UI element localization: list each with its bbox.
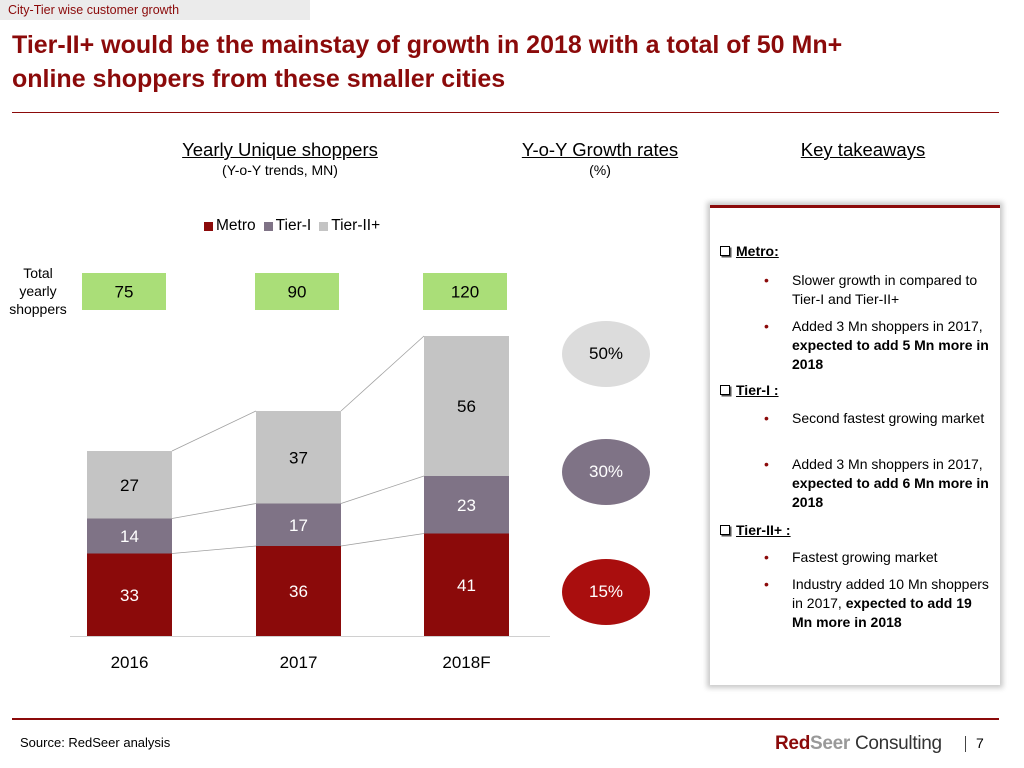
data-label-metro-2017: 36: [289, 582, 308, 601]
bar-segment-tier-ii--2018f: [424, 336, 509, 476]
takeaway-tier2-bullet-2: Industry added 10 Mn shoppers in 2017, e…: [764, 575, 992, 632]
connector-line: [171, 545, 257, 554]
takeaway-tier2-bullet-1: Fastest growing market: [764, 548, 992, 567]
legend-item-metro: Metro: [204, 217, 256, 235]
total-label-line-1: Total: [23, 265, 53, 281]
takeaway-metro-bullet-2: Added 3 Mn shoppers in 2017, expected to…: [764, 317, 992, 374]
data-label-metro-2018f: 41: [457, 576, 476, 595]
connector-line: [340, 475, 425, 504]
data-label-tier-i-2018f: 23: [457, 496, 476, 515]
key-takeaways-panel: Metro: Slower growth in compared to Tier…: [710, 205, 1000, 685]
legend-label-tier1: Tier-I: [275, 217, 312, 234]
legend-item-tier2: Tier-II+: [319, 217, 380, 235]
logo-seer: Seer: [810, 733, 851, 754]
data-label-metro-2016: 33: [120, 586, 139, 605]
logo-red: Red: [775, 733, 810, 754]
takeaway-tier1-bullet-2-text: Added 3 Mn shoppers in 2017,: [792, 456, 983, 472]
legend-swatch-tier1: [263, 221, 273, 231]
takeaway-tier1-heading: Tier-I :: [720, 382, 779, 398]
checkbox-icon: [720, 385, 730, 395]
takeaway-metro-bullet-2-text: Added 3 Mn shoppers in 2017,: [792, 318, 983, 334]
takeaway-tier2-bullet-2-bold: expected to add 19 Mn more in 2018: [792, 595, 972, 630]
growth-rate-tier2: 50%: [588, 344, 624, 363]
legend-item-tier1: Tier-I: [263, 217, 312, 235]
legend-label-metro: Metro: [216, 217, 256, 234]
total-label: Total yearly shoppers: [2, 264, 74, 318]
total-box-2016: [82, 273, 166, 310]
data-label-tier-ii--2016: 27: [120, 476, 139, 495]
takeaway-tier1-title: Tier-I :: [736, 382, 779, 398]
growth-bubble-tier2: 50%: [562, 321, 650, 387]
data-label-tier-ii--2017: 37: [289, 448, 308, 467]
title-line-2: online shoppers from these smaller citie…: [12, 65, 506, 93]
total-value-2016: 75: [115, 283, 134, 302]
bar-segment-metro-2016: [87, 553, 172, 636]
stacked-bar-chart: 33 14 27 2016 75 36 17 37 2017 90 41 23 56 2018F 120: [70, 273, 550, 672]
total-label-line-3: shoppers: [9, 301, 67, 317]
source-note: Source: RedSeer analysis: [20, 735, 171, 750]
total-label-line-2: yearly: [19, 283, 57, 299]
chart-legend: Metro Tier-I Tier-II+: [204, 217, 380, 235]
connector-line: [340, 335, 425, 412]
title-divider: [12, 112, 999, 113]
takeaway-tier1-bullet-2: Added 3 Mn shoppers in 2017, expected to…: [764, 455, 992, 512]
data-label-tier-ii--2018f: 56: [457, 397, 476, 416]
growth-bubble-tier1: 30%: [562, 439, 650, 505]
legend-label-tier2: Tier-II+: [331, 217, 381, 234]
total-value-2017: 90: [288, 283, 307, 302]
legend-swatch-tier2: [319, 221, 329, 231]
bar-segment-metro-2017: [256, 546, 341, 636]
connector-line: [340, 533, 425, 547]
takeaway-tier1-bullet-2-bold: expected to add 6 Mn more in 2018: [792, 475, 989, 510]
growth-subheading: (%): [589, 162, 611, 178]
logo-consulting: Consulting: [850, 733, 942, 754]
takeaway-tier2-bullet-2-text: Industry added 10 Mn shoppers in 2017,: [792, 576, 989, 611]
bar-segment-tier-i-2018f: [424, 476, 509, 534]
takeaway-metro-title: Metro:: [736, 243, 779, 259]
takeaway-metro-heading: Metro:: [720, 243, 779, 259]
connector-line: [171, 410, 257, 452]
takeaways-heading: Key takeaways: [800, 139, 926, 160]
takeaway-tier1-bullet-1: Second fastest growing market: [764, 409, 992, 428]
total-box-2017: [255, 273, 339, 310]
checkbox-icon: [720, 525, 730, 535]
page-number-separator: [965, 736, 966, 752]
footer-divider: [12, 718, 999, 720]
bar-segment-tier-i-2016: [87, 518, 172, 554]
growth-heading: Y-o-Y Growth rates: [521, 139, 679, 160]
takeaway-metro-bullet-1: Slower growth in compared to Tier-I and …: [764, 271, 992, 309]
bar-segment-tier-ii--2017: [256, 411, 341, 504]
connector-line: [171, 503, 257, 519]
checkbox-icon: [720, 246, 730, 256]
shoppers-subheading: (Y-o-Y trends, MN): [222, 162, 338, 178]
growth-rate-tier1: 30%: [588, 462, 624, 481]
takeaway-metro-bullet-2-bold: expected to add 5 Mn more in 2018: [792, 337, 989, 372]
bar-segment-metro-2018f: [424, 533, 509, 636]
page-number: 7: [976, 735, 984, 751]
growth-bubble-metro: 15%: [562, 559, 650, 625]
total-box-2018f: [423, 273, 507, 310]
legend-swatch-metro: [204, 221, 213, 231]
data-label-tier-i-2016: 14: [120, 527, 139, 546]
x-tick-label-2016: 2016: [111, 653, 149, 672]
redseer-logo: RedSeer Consulting: [775, 733, 942, 755]
x-tick-label-2017: 2017: [280, 653, 318, 672]
bar-segment-tier-i-2017: [256, 503, 341, 546]
shoppers-heading: Yearly Unique shoppers: [182, 139, 378, 160]
title-line-1: Tier-II+ would be the mainstay of growth…: [12, 31, 843, 59]
total-value-2018f: 120: [451, 283, 479, 302]
data-label-tier-i-2017: 17: [289, 516, 308, 535]
section-tag: City-Tier wise customer growth: [0, 0, 310, 20]
bar-segment-tier-ii--2016: [87, 451, 172, 519]
slide-title: Tier-II+ would be the mainstay of growth…: [12, 28, 1002, 96]
takeaway-tier2-heading: Tier-II+ :: [720, 522, 791, 538]
growth-rate-metro: 15%: [588, 582, 624, 601]
takeaway-tier2-title: Tier-II+ :: [736, 522, 791, 538]
x-tick-label-2018f: 2018F: [442, 653, 490, 672]
